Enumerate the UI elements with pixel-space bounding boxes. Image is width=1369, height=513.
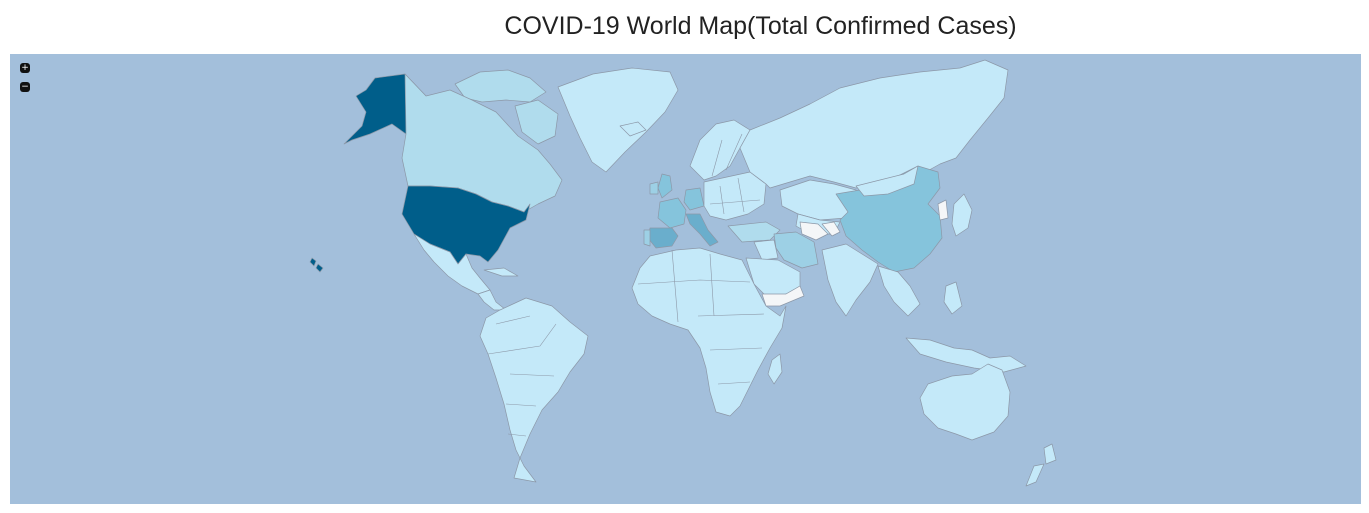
country-russia[interactable] xyxy=(739,59,1009,189)
country-canada-islands[interactable] xyxy=(454,69,547,103)
country-france[interactable] xyxy=(657,197,687,229)
country-mexico[interactable] xyxy=(413,233,491,295)
country-iceland[interactable] xyxy=(619,121,647,137)
country-canada-baffin[interactable] xyxy=(514,99,559,145)
country-iraq[interactable] xyxy=(753,239,779,261)
country-south-america[interactable] xyxy=(479,297,589,483)
zoom-controls: + − xyxy=(20,63,32,101)
country-greenland[interactable] xyxy=(557,67,679,173)
zoom-out-button[interactable]: − xyxy=(20,82,30,92)
country-southeast-asia[interactable] xyxy=(877,265,921,317)
country-mongolia[interactable] xyxy=(855,165,919,197)
map-panel[interactable]: + − xyxy=(10,54,1361,504)
minus-icon: − xyxy=(21,82,29,92)
plus-icon: + xyxy=(21,63,29,73)
world-map[interactable] xyxy=(10,54,1361,504)
country-iran[interactable] xyxy=(773,231,819,269)
country-cuba[interactable] xyxy=(483,267,519,277)
map-title: COVID-19 World Map(Total Confirmed Cases… xyxy=(504,12,1017,40)
country-ireland[interactable] xyxy=(649,181,659,195)
country-africa[interactable] xyxy=(631,247,787,417)
country-germany[interactable] xyxy=(683,187,705,211)
country-pakistan[interactable] xyxy=(821,221,841,237)
country-afghanistan[interactable] xyxy=(799,221,829,241)
country-madagascar[interactable] xyxy=(767,353,783,385)
country-indonesia[interactable] xyxy=(905,337,1027,373)
country-new-zealand[interactable] xyxy=(1025,443,1057,487)
country-italy[interactable] xyxy=(685,213,719,247)
country-portugal[interactable] xyxy=(643,229,651,247)
zoom-in-button[interactable]: + xyxy=(20,63,30,73)
country-korea[interactable] xyxy=(937,199,949,221)
country-philippines[interactable] xyxy=(943,281,963,315)
country-hawaii[interactable] xyxy=(309,257,324,273)
country-india[interactable] xyxy=(821,243,879,317)
country-australia[interactable] xyxy=(919,363,1011,441)
country-japan[interactable] xyxy=(951,193,973,237)
country-united-kingdom[interactable] xyxy=(657,173,673,199)
